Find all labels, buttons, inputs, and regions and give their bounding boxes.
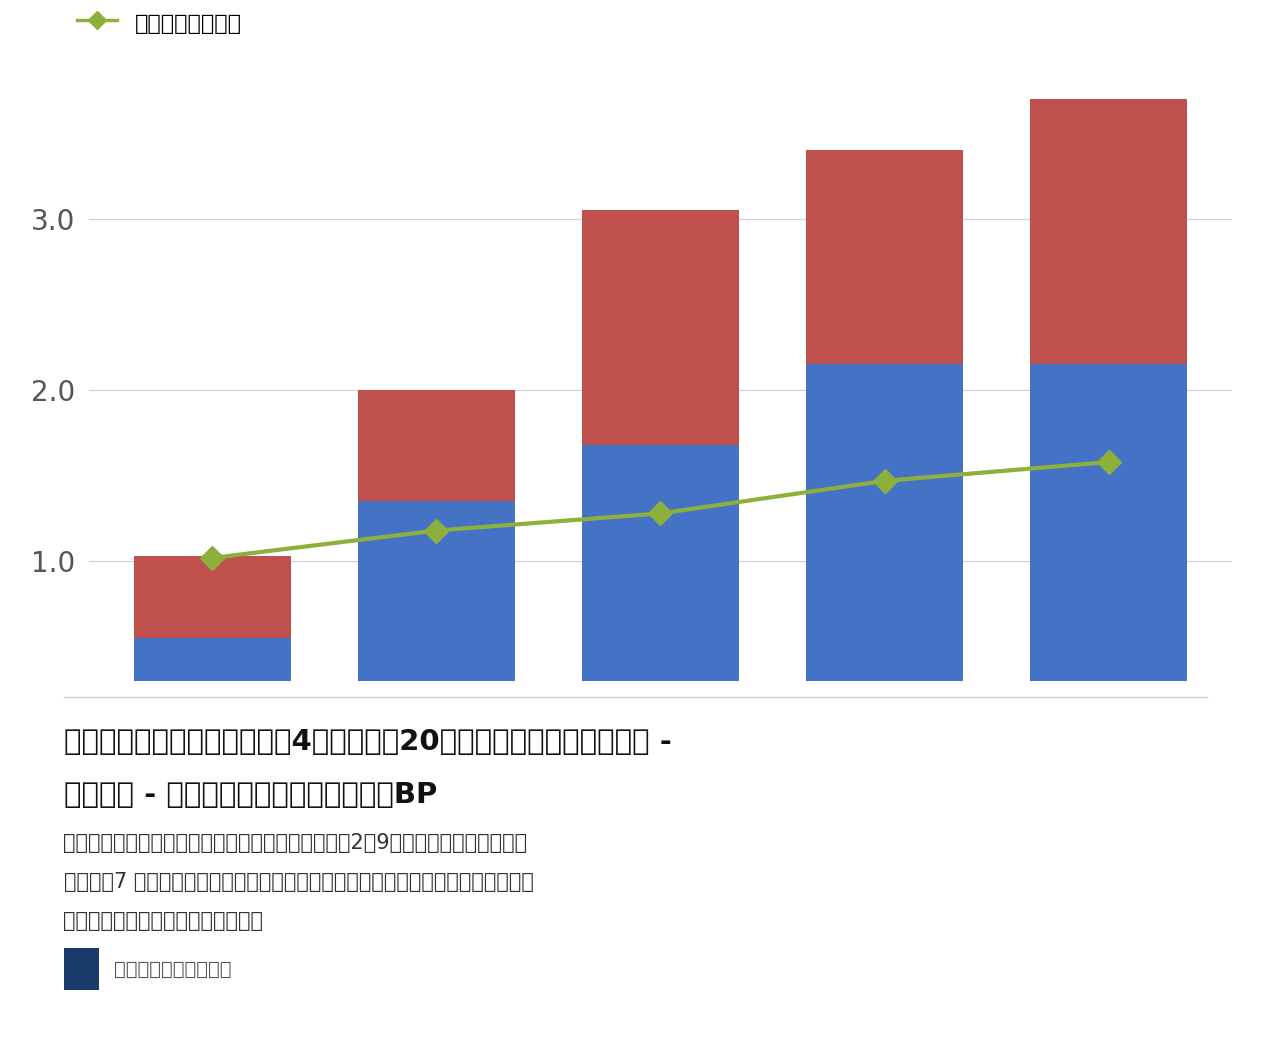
Text: メガソーラービジネス: メガソーラービジネス xyxy=(114,960,232,979)
Bar xyxy=(582,445,739,733)
Bar xyxy=(806,151,963,365)
Bar xyxy=(1030,365,1187,733)
Text: どに関する調査報告書を公表した。: どに関する調査報告書を公表した。 xyxy=(64,911,263,931)
Bar xyxy=(1030,100,1187,365)
Bar xyxy=(358,390,514,501)
Text: 損害保険会社の業界団体である日本損害保険協会は2月9日、会員企業のうち損害: 損害保険会社の業界団体である日本損害保険協会は2月9日、会員企業のうち損害 xyxy=(64,833,527,853)
Bar xyxy=(582,211,739,445)
Bar xyxy=(806,365,963,733)
Text: 保険会社7 社における、企業向けの太陽光発電設備向け火災保険の事故発生状況な: 保険会社7 社における、企業向けの太陽光発電設備向け火災保険の事故発生状況な xyxy=(64,872,533,892)
Legend: 保険金（大口）, 保険金（大口以外）, 発電量（太陽光）: 保険金（大口）, 保険金（大口以外）, 発電量（太陽光） xyxy=(77,0,255,36)
Bar xyxy=(133,556,291,638)
Bar xyxy=(358,501,514,733)
Text: 太陽光向け保険、支払い額は4倍、盗難は20倍、損保業界団体が報告書 -: 太陽光向け保険、支払い額は4倍、盗難は20倍、損保業界団体が報告書 - xyxy=(64,728,672,757)
Text: ニュース - メガソーラービジネス：日経BP: ニュース - メガソーラービジネス：日経BP xyxy=(64,781,437,809)
Bar xyxy=(133,638,291,733)
